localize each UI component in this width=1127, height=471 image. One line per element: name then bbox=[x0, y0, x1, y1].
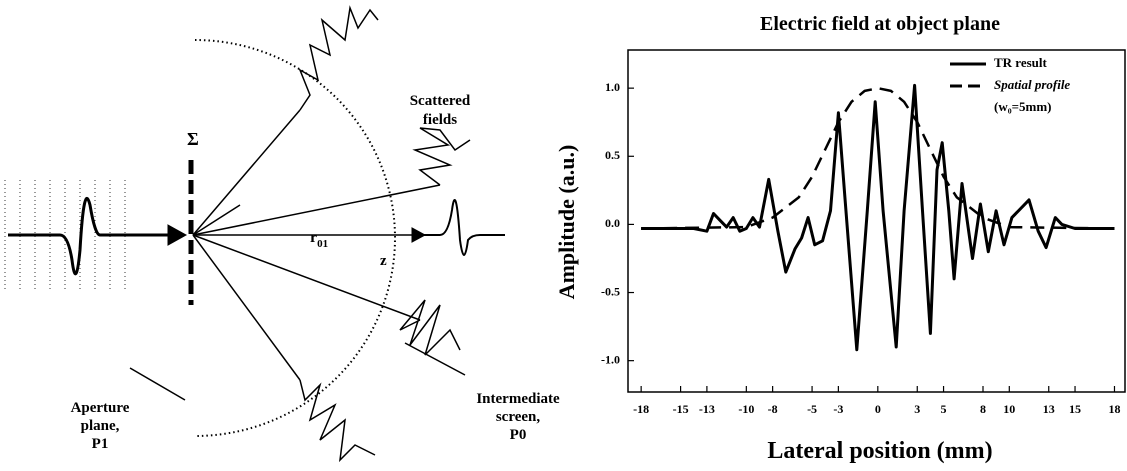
y-tick-label: -0.5 bbox=[601, 284, 620, 298]
arrow-head bbox=[411, 227, 427, 243]
wave bbox=[420, 199, 505, 256]
legend-note: (w₀=5mm) bbox=[994, 99, 1052, 114]
wave bbox=[412, 127, 471, 186]
wave bbox=[299, 379, 376, 463]
label: Σ bbox=[187, 129, 199, 149]
x-tick-label: 5 bbox=[941, 402, 947, 416]
x-tick-label: 13 bbox=[1043, 402, 1055, 416]
x-tick-label: 10 bbox=[1003, 402, 1015, 416]
label: P0 bbox=[510, 427, 527, 443]
x-tick-label: 0 bbox=[875, 402, 881, 416]
label: 01 bbox=[317, 238, 328, 250]
x-tick-label: -10 bbox=[738, 402, 754, 416]
chart-title: Electric field at object plane bbox=[760, 13, 1000, 35]
label: r bbox=[310, 229, 317, 246]
x-tick-label: 8 bbox=[980, 402, 986, 416]
intermediate-screen bbox=[194, 39, 396, 437]
x-tick-label: 15 bbox=[1069, 402, 1081, 416]
label: P1 bbox=[92, 436, 109, 452]
label: Scattered bbox=[410, 93, 471, 109]
label: screen, bbox=[496, 409, 541, 425]
label: z bbox=[380, 253, 387, 269]
arrow-head bbox=[167, 224, 188, 246]
wave bbox=[298, 5, 379, 111]
x-tick-label: -5 bbox=[807, 402, 817, 416]
y-tick-label: -1.0 bbox=[601, 352, 620, 366]
x-tick-label: -18 bbox=[633, 402, 649, 416]
x-tick-label: -13 bbox=[699, 402, 715, 416]
diagram bbox=[4, 5, 505, 463]
x-tick-label: -8 bbox=[768, 402, 778, 416]
x-tick-label: -15 bbox=[673, 402, 689, 416]
y-tick-label: 1.0 bbox=[605, 80, 620, 94]
pointer bbox=[129, 367, 186, 401]
series-line bbox=[641, 83, 1115, 352]
label: r01 bbox=[310, 229, 328, 250]
label: Aperture bbox=[71, 400, 130, 416]
y-axis-label: Amplitude (a.u.) bbox=[554, 145, 579, 300]
x-axis-label: Lateral position (mm) bbox=[767, 438, 992, 464]
incident-pulse bbox=[8, 197, 180, 276]
y-tick-label: 0.5 bbox=[605, 148, 620, 162]
rays bbox=[192, 109, 441, 381]
pointer bbox=[404, 342, 466, 376]
y-tick-label: 0.0 bbox=[605, 216, 620, 230]
x-tick-label: 3 bbox=[914, 402, 920, 416]
x-tick-label: 18 bbox=[1108, 402, 1120, 416]
plot-frame bbox=[627, 49, 1126, 393]
label: Intermediate bbox=[476, 391, 560, 407]
legend-label: TR result bbox=[994, 55, 1048, 70]
wave bbox=[399, 299, 461, 356]
legend-label: Spatial profile bbox=[994, 77, 1070, 92]
series-line bbox=[641, 86, 1115, 230]
label: plane, bbox=[81, 418, 120, 434]
label: fields bbox=[423, 112, 457, 128]
x-tick-label: -3 bbox=[833, 402, 843, 416]
